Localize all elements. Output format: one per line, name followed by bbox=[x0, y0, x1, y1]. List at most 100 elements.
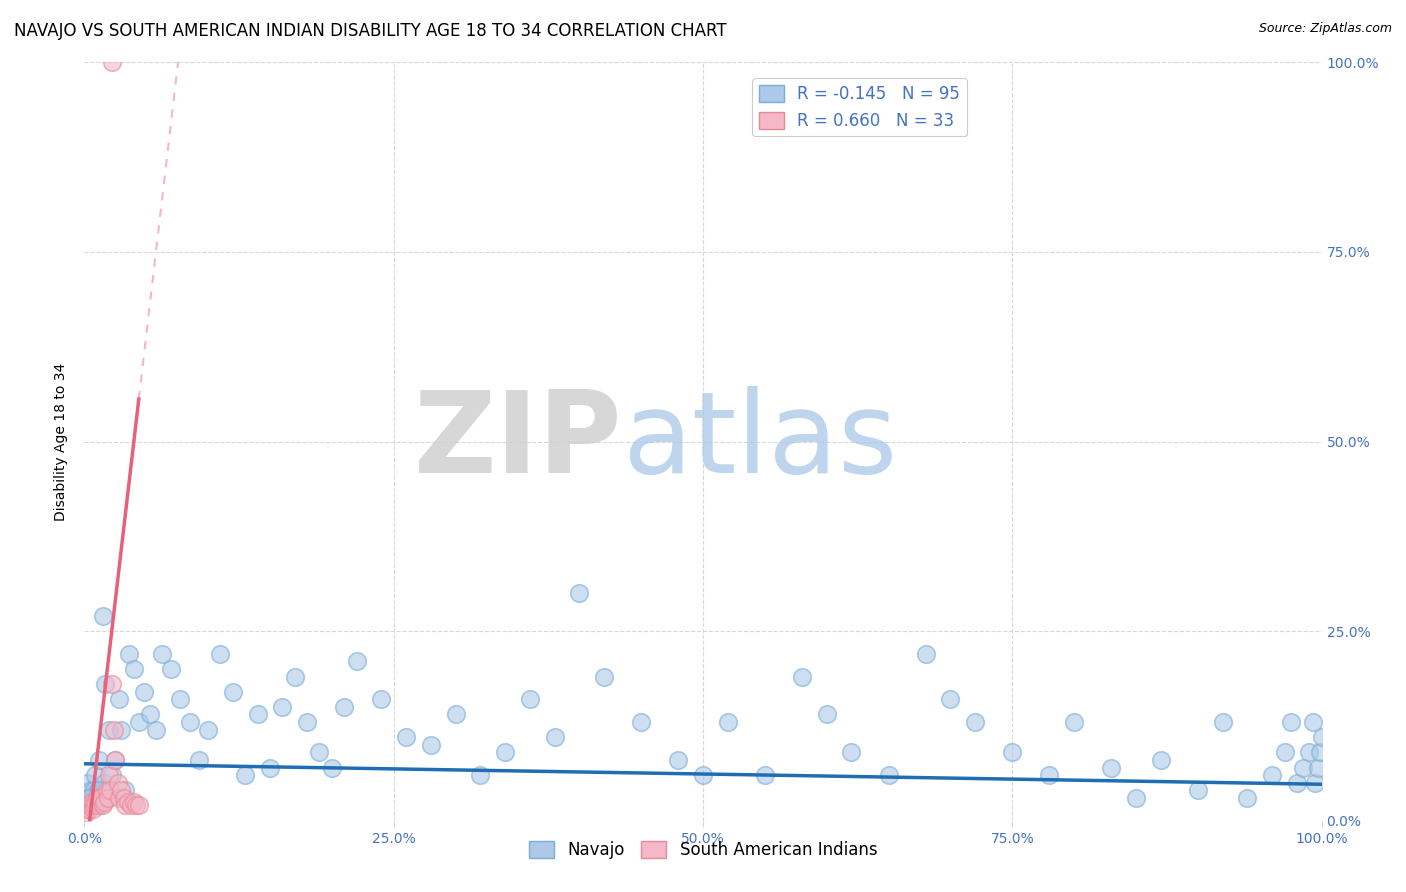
Point bbox=[1212, 715, 1234, 730]
Point bbox=[284, 669, 307, 683]
Point bbox=[139, 707, 162, 722]
Point bbox=[84, 795, 107, 809]
Point bbox=[118, 647, 141, 661]
Point bbox=[82, 802, 104, 816]
Point bbox=[1309, 746, 1331, 760]
Point bbox=[104, 753, 127, 767]
Point bbox=[89, 798, 111, 813]
Point bbox=[914, 647, 936, 661]
Point bbox=[790, 669, 813, 683]
Point bbox=[841, 746, 863, 760]
Point bbox=[89, 753, 111, 767]
Point bbox=[395, 730, 418, 744]
Point bbox=[1310, 730, 1333, 744]
Point bbox=[122, 795, 145, 809]
Point bbox=[93, 795, 115, 809]
Point bbox=[1274, 746, 1296, 760]
Point bbox=[75, 806, 97, 821]
Text: ZIP: ZIP bbox=[415, 386, 623, 497]
Point bbox=[117, 795, 139, 809]
Point bbox=[93, 776, 115, 790]
Point bbox=[444, 707, 467, 722]
Point bbox=[110, 783, 132, 797]
Point bbox=[108, 791, 131, 805]
Point bbox=[1236, 791, 1258, 805]
Point bbox=[110, 723, 132, 737]
Point bbox=[568, 586, 591, 600]
Point bbox=[91, 608, 114, 623]
Point bbox=[98, 783, 121, 797]
Point bbox=[89, 795, 111, 809]
Point bbox=[150, 647, 173, 661]
Point bbox=[1279, 715, 1302, 730]
Point bbox=[86, 791, 108, 805]
Point bbox=[90, 791, 112, 805]
Point bbox=[209, 647, 232, 661]
Point bbox=[333, 699, 356, 714]
Point bbox=[145, 723, 167, 737]
Point bbox=[80, 791, 103, 805]
Point bbox=[86, 787, 108, 801]
Point bbox=[233, 768, 256, 782]
Point bbox=[98, 768, 121, 782]
Point bbox=[1261, 768, 1284, 782]
Point bbox=[98, 723, 121, 737]
Point bbox=[114, 798, 136, 813]
Y-axis label: Disability Age 18 to 34: Disability Age 18 to 34 bbox=[55, 362, 69, 521]
Point bbox=[87, 798, 110, 813]
Point bbox=[97, 791, 120, 805]
Point bbox=[112, 791, 135, 805]
Point bbox=[96, 783, 118, 797]
Point bbox=[939, 692, 962, 706]
Point bbox=[122, 662, 145, 676]
Point bbox=[1038, 768, 1060, 782]
Point bbox=[128, 715, 150, 730]
Point bbox=[259, 760, 281, 774]
Point bbox=[630, 715, 652, 730]
Point bbox=[97, 791, 120, 805]
Point bbox=[100, 55, 122, 70]
Point bbox=[128, 798, 150, 813]
Point bbox=[77, 798, 100, 813]
Point bbox=[79, 802, 101, 816]
Point bbox=[80, 795, 103, 809]
Point bbox=[494, 746, 516, 760]
Point bbox=[1292, 760, 1315, 774]
Point bbox=[79, 798, 101, 813]
Point bbox=[108, 692, 131, 706]
Point bbox=[79, 783, 101, 797]
Point bbox=[82, 798, 104, 813]
Point bbox=[188, 753, 211, 767]
Point bbox=[120, 798, 142, 813]
Point bbox=[543, 730, 565, 744]
Point bbox=[77, 791, 100, 805]
Point bbox=[1285, 776, 1308, 790]
Point bbox=[82, 798, 104, 813]
Point bbox=[104, 753, 127, 767]
Point bbox=[370, 692, 392, 706]
Text: Source: ZipAtlas.com: Source: ZipAtlas.com bbox=[1258, 22, 1392, 36]
Legend: Navajo, South American Indians: Navajo, South American Indians bbox=[522, 834, 884, 865]
Point bbox=[419, 738, 441, 752]
Point bbox=[79, 791, 101, 805]
Point bbox=[83, 783, 105, 797]
Point bbox=[593, 669, 616, 683]
Point bbox=[308, 746, 330, 760]
Point bbox=[160, 662, 183, 676]
Point bbox=[125, 798, 148, 813]
Point bbox=[1305, 776, 1327, 790]
Point bbox=[1298, 746, 1320, 760]
Point bbox=[96, 783, 118, 797]
Point bbox=[1187, 783, 1209, 797]
Point bbox=[815, 707, 838, 722]
Point bbox=[1150, 753, 1173, 767]
Point bbox=[295, 715, 318, 730]
Point bbox=[717, 715, 740, 730]
Point bbox=[246, 707, 269, 722]
Point bbox=[91, 798, 114, 813]
Point bbox=[692, 768, 714, 782]
Point bbox=[107, 776, 129, 790]
Text: atlas: atlas bbox=[623, 386, 898, 497]
Point bbox=[1306, 760, 1329, 774]
Point bbox=[83, 798, 105, 813]
